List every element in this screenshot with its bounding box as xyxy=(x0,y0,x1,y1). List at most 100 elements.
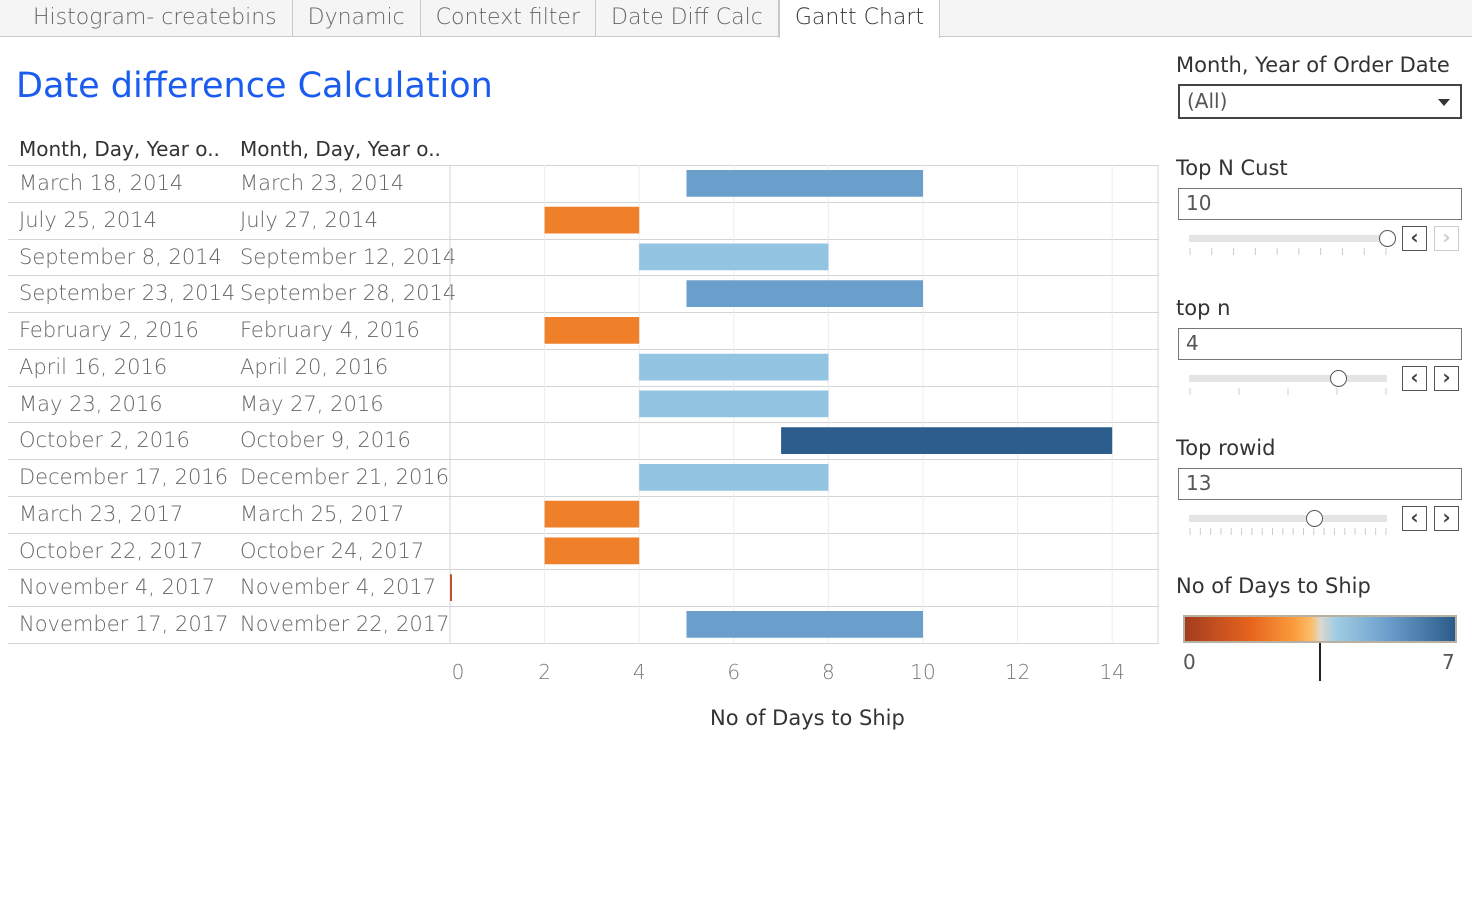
dropdown-value: (All) xyxy=(1187,89,1228,113)
month-year-dropdown[interactable]: (All) xyxy=(1178,84,1462,119)
gantt-bar[interactable] xyxy=(450,574,452,601)
tab-bar: Histogram- createbins Dynamic Context filt… xyxy=(0,0,1472,38)
gantt-chart xyxy=(449,165,1159,643)
end-date: October 9, 2016 xyxy=(240,428,411,453)
slider-ticks xyxy=(1189,248,1387,255)
table-row: February 2, 2016 February 4, 2016 xyxy=(8,312,1159,349)
legend-center-marker xyxy=(1319,643,1321,681)
end-date: February 4, 2016 xyxy=(240,318,420,342)
legend-min: 0 xyxy=(1183,650,1196,674)
start-date: May 23, 2016 xyxy=(19,391,163,416)
caret-down-icon xyxy=(1438,99,1450,106)
gantt-bar[interactable] xyxy=(639,390,829,418)
table-row: April 16, 2016 April 20, 2016 xyxy=(8,348,1159,386)
start-date: October 22, 2017 xyxy=(19,538,204,563)
gantt-bar[interactable] xyxy=(686,611,924,638)
gantt-bar[interactable] xyxy=(544,500,640,528)
top-rowid-slider[interactable] xyxy=(1189,515,1387,522)
tab-dynamic[interactable]: Dynamic xyxy=(293,0,421,37)
end-date: July 27, 2014 xyxy=(240,207,378,232)
table-row: May 23, 2016 May 27, 2016 xyxy=(8,385,1159,423)
end-date: April 20, 2016 xyxy=(240,354,389,379)
page-title: Date difference Calculation xyxy=(16,66,493,106)
end-date: September 12, 2014 xyxy=(240,244,457,269)
start-date: December 17, 2016 xyxy=(19,465,229,489)
start-date: March 23, 2017 xyxy=(19,501,184,526)
x-axis-label: No of Days to Ship xyxy=(710,706,905,730)
end-date: November 4, 2017 xyxy=(240,575,437,600)
slider-handle[interactable] xyxy=(1305,510,1323,527)
table-row: October 2, 2016 October 9, 2016 xyxy=(8,422,1159,459)
increment-button[interactable]: › xyxy=(1434,226,1459,251)
start-date: November 17, 2017 xyxy=(19,612,229,636)
x-tick-label: 10 xyxy=(910,660,936,684)
color-legend-title: No of Days to Ship xyxy=(1176,574,1371,598)
param-label-top-rowid: Top rowid xyxy=(1176,436,1276,460)
x-tick-label: 8 xyxy=(822,660,835,684)
x-tick-label: 2 xyxy=(538,660,551,684)
table-row: October 22, 2017 October 24, 2017 xyxy=(8,532,1159,570)
param-label-top-n: top n xyxy=(1176,296,1231,320)
color-legend-gradient xyxy=(1183,615,1457,643)
gantt-bar[interactable] xyxy=(544,317,640,344)
top-rowid-input[interactable]: 13 xyxy=(1178,468,1462,500)
column-header-end-date[interactable]: Month, Day, Year o.. xyxy=(240,137,441,161)
tab-date-diff-calc[interactable]: Date Diff Calc xyxy=(596,0,779,37)
tab-gantt-chart[interactable]: Gantt Chart xyxy=(778,0,941,38)
table-row: November 4, 2017 November 4, 2017 xyxy=(8,569,1159,606)
tab-context-filter[interactable]: Context filter xyxy=(421,0,597,37)
start-date: February 2, 2016 xyxy=(19,318,199,342)
end-date: October 24, 2017 xyxy=(240,538,425,563)
increment-button[interactable]: › xyxy=(1434,506,1459,531)
gantt-bar[interactable] xyxy=(544,537,640,565)
gantt-bar[interactable] xyxy=(639,353,829,381)
end-date: December 21, 2016 xyxy=(240,465,450,489)
table-row: September 23, 2014 September 28, 2014 xyxy=(8,275,1159,312)
top-n-slider[interactable] xyxy=(1189,375,1387,382)
increment-button[interactable]: › xyxy=(1434,366,1459,391)
end-date: November 22, 2017 xyxy=(240,612,450,636)
start-date: March 18, 2014 xyxy=(19,171,184,195)
table-row: November 17, 2017 November 22, 2017 xyxy=(8,606,1159,643)
start-date: July 25, 2014 xyxy=(19,207,157,232)
top-n-cust-input[interactable]: 10 xyxy=(1178,188,1462,220)
gantt-bar[interactable] xyxy=(781,427,1113,454)
x-tick-label: 0 xyxy=(451,660,465,684)
end-date: March 25, 2017 xyxy=(240,501,405,526)
top-n-cust-slider[interactable] xyxy=(1189,235,1387,242)
table-row: December 17, 2016 December 21, 2016 xyxy=(8,459,1159,496)
gantt-bar[interactable] xyxy=(686,280,924,307)
table-row: March 18, 2014 March 23, 2014 xyxy=(8,165,1159,202)
start-date: September 8, 2014 xyxy=(19,244,222,269)
top-n-input[interactable]: 4 xyxy=(1178,328,1462,360)
start-date: April 16, 2016 xyxy=(19,354,168,379)
table-bottom-border xyxy=(8,642,1159,644)
legend-max: 7 xyxy=(1442,650,1455,674)
slider-handle[interactable] xyxy=(1329,370,1347,387)
filter-label-month-year: Month, Year of Order Date xyxy=(1176,53,1450,77)
decrement-button[interactable]: ‹ xyxy=(1402,226,1427,251)
decrement-button[interactable]: ‹ xyxy=(1402,366,1427,391)
gantt-bar[interactable] xyxy=(639,243,829,271)
end-date: May 27, 2016 xyxy=(240,391,384,416)
slider-ticks xyxy=(1189,388,1387,395)
end-date: September 28, 2014 xyxy=(240,281,457,306)
column-header-start-date[interactable]: Month, Day, Year o.. xyxy=(19,137,220,161)
start-date: September 23, 2014 xyxy=(19,281,236,306)
slider-ticks xyxy=(1189,528,1387,535)
x-tick-label: 4 xyxy=(632,660,646,684)
gantt-bar[interactable] xyxy=(686,170,924,197)
x-tick-label: 14 xyxy=(1099,660,1125,684)
table-row: March 23, 2017 March 25, 2017 xyxy=(8,495,1159,533)
x-tick-label: 6 xyxy=(727,660,741,684)
tab-histogram-createbins[interactable]: Histogram- createbins xyxy=(18,0,293,37)
start-date: November 4, 2017 xyxy=(19,575,216,600)
end-date: March 23, 2014 xyxy=(240,171,405,195)
gantt-bar[interactable] xyxy=(639,464,829,491)
table-row: July 25, 2014 July 27, 2014 xyxy=(8,201,1159,239)
start-date: October 2, 2016 xyxy=(19,428,190,453)
slider-handle[interactable] xyxy=(1379,230,1396,247)
decrement-button[interactable]: ‹ xyxy=(1402,506,1427,531)
gantt-bar[interactable] xyxy=(544,206,640,234)
table-row: September 8, 2014 September 12, 2014 xyxy=(8,238,1159,276)
